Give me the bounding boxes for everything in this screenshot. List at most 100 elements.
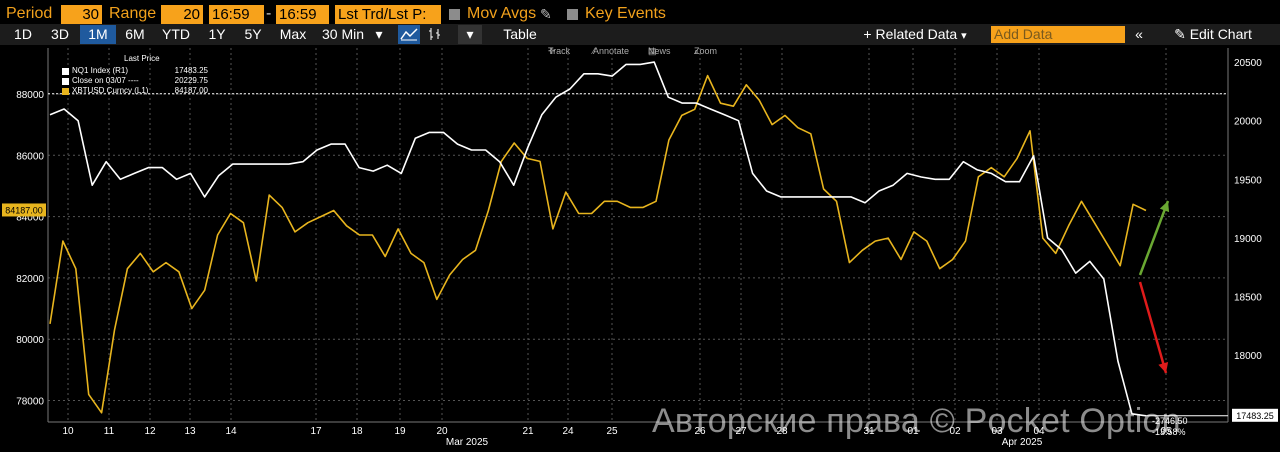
left-last-price-box bbox=[2, 203, 46, 217]
left-axis-tick-label: 82000 bbox=[16, 274, 44, 285]
axis-labels: 78000 80000 82000 84000 86000 88000 18000 18500… bbox=[16, 58, 1262, 448]
period-input[interactable]: 30 bbox=[61, 5, 102, 24]
table-button[interactable]: Table bbox=[503, 26, 537, 42]
time-end-input[interactable]: 16:59 bbox=[276, 5, 329, 24]
mov-avgs-checkbox[interactable] bbox=[449, 9, 460, 20]
left-last-price-label: 84187.00 bbox=[5, 205, 43, 215]
annotate-icon: ⁄ bbox=[593, 46, 595, 56]
legend-swatch bbox=[62, 68, 69, 75]
grid-lines bbox=[47, 48, 1229, 423]
x-axis-tick-label: 05 bbox=[1160, 426, 1172, 437]
legend-swatch bbox=[62, 88, 69, 95]
legend-value: 84187.00 bbox=[174, 86, 208, 95]
legend-name: NQ1 Index (R1) bbox=[72, 66, 129, 75]
legend-value: 17483.25 bbox=[174, 66, 208, 75]
interval-dropdown[interactable]: 30 Min bbox=[318, 25, 378, 44]
up-arrow-shaft bbox=[1138, 200, 1170, 276]
right-axis-tick-label: 18500 bbox=[1234, 293, 1262, 304]
time-separator: - bbox=[266, 5, 272, 22]
key-events-checkbox[interactable] bbox=[567, 9, 578, 20]
left-axis-tick-label: 86000 bbox=[16, 151, 44, 162]
legend-name: XBTUSD Curncy (L1) bbox=[72, 86, 149, 95]
x-axis-tick-label: 02 bbox=[949, 426, 961, 437]
x-axis-tick-label: 24 bbox=[562, 426, 574, 437]
x-axis-tick-label: 20 bbox=[436, 426, 448, 437]
range-button-ytd[interactable]: YTD bbox=[162, 26, 190, 42]
chevron-down-icon[interactable]: ▾ bbox=[375, 26, 383, 42]
chart-annotations: 84187.00 17483.25 -2746.50-13.58% bbox=[2, 200, 1278, 437]
x-axis-tick-label: 28 bbox=[776, 426, 788, 437]
range-button-1m[interactable]: 1M bbox=[80, 25, 116, 44]
range-button-max[interactable]: Max bbox=[279, 26, 307, 42]
x-axis-tick-label: 19 bbox=[394, 426, 406, 437]
period-label: Period bbox=[6, 5, 53, 22]
x-axis-tick-label: 25 bbox=[606, 426, 618, 437]
range-button-3d[interactable]: 3D bbox=[51, 26, 69, 42]
x-axis-tick-label: 27 bbox=[735, 426, 747, 437]
edit-chart-button[interactable]: ✎ Edit Chart bbox=[1153, 25, 1273, 44]
range-button-6m[interactable]: 6M bbox=[125, 26, 145, 42]
tool-news-label: News bbox=[648, 46, 671, 56]
top-toolbar: Period 30 Range 20 16:59 - 16:59 Lst Trd… bbox=[0, 0, 1280, 28]
news-icon: ▤ bbox=[648, 46, 657, 56]
range-button-5y[interactable]: 5Y bbox=[244, 26, 262, 42]
nq1-line bbox=[49, 61, 1147, 417]
interval-label: 30 Min bbox=[322, 26, 365, 42]
up-arrow-head bbox=[1159, 201, 1170, 213]
watermark: Авторские права © Pocket Option bbox=[652, 402, 1181, 440]
legend: Last Price NQ1 Index (R1) 17483.25 Close… bbox=[58, 52, 208, 98]
range-button-1y[interactable]: 1Y bbox=[208, 26, 226, 42]
chart-type-dropdown-icon[interactable]: ▾ bbox=[458, 25, 482, 44]
line-chart-icon[interactable] bbox=[398, 25, 420, 44]
zoom-icon: ⌕ bbox=[694, 46, 700, 56]
time-start-input[interactable]: 16:59 bbox=[209, 5, 264, 24]
chart-tools: ✛ Track ⁄ Annotate ▤ News ⌕ Zoom bbox=[546, 46, 776, 60]
right-axis-tick-label: 20000 bbox=[1234, 117, 1262, 128]
x-axis-tick-label: 03 bbox=[991, 426, 1003, 437]
right-last-price-label: 17483.25 bbox=[1236, 411, 1274, 421]
edit-chart-label: Edit Chart bbox=[1189, 26, 1252, 42]
left-axis-tick-label: 84000 bbox=[16, 213, 44, 224]
chevron-down-icon: ▾ bbox=[961, 30, 967, 42]
range-input[interactable]: 20 bbox=[161, 5, 203, 24]
tool-zoom-label: Zoom bbox=[694, 46, 718, 56]
x-axis-tick-label: 04 bbox=[1033, 426, 1045, 437]
x-axis-tick-label: 18 bbox=[351, 426, 363, 437]
right-axis-tick-label: 20500 bbox=[1234, 58, 1262, 69]
related-data-button[interactable]: + Related Data ▾ bbox=[852, 25, 978, 44]
bar-chart-icon[interactable] bbox=[424, 25, 446, 44]
legend-value: 20229.75 bbox=[174, 76, 208, 85]
pencil-icon[interactable]: ✎ bbox=[540, 6, 552, 22]
right-axis-tick-label: 19000 bbox=[1234, 234, 1262, 245]
x-axis-tick-label: 14 bbox=[225, 426, 237, 437]
x-axis-tick-label: 01 bbox=[907, 426, 919, 437]
range-label: Range bbox=[109, 5, 157, 22]
legend-header: Last Price bbox=[124, 54, 160, 63]
add-data-input[interactable]: Add Data bbox=[991, 26, 1125, 43]
x-axis-tick-label: 13 bbox=[184, 426, 196, 437]
mode-dropdown[interactable]: Lst Trd/Lst P: bbox=[335, 5, 441, 24]
key-events-label[interactable]: Key Events bbox=[585, 5, 666, 22]
legend-swatch bbox=[62, 78, 69, 85]
down-arrow-shaft bbox=[1138, 281, 1168, 374]
range-toolbar: 1D 3D 1M 6M YTD 1Y 5Y Max 30 Min ▾ ▾ Tab… bbox=[0, 24, 1280, 45]
range-button-1d[interactable]: 1D bbox=[14, 26, 32, 42]
x-axis-month-label: Mar 2025 bbox=[446, 437, 489, 448]
x-axis-tick-label: 11 bbox=[104, 426, 115, 437]
x-axis-tick-label: 31 bbox=[863, 426, 875, 437]
change-points-label: -2746.50 bbox=[1152, 416, 1188, 426]
down-arrow-head bbox=[1158, 362, 1169, 373]
x-axis-tick-label: 21 bbox=[522, 426, 534, 437]
right-last-price-box bbox=[1232, 408, 1278, 422]
pencil-icon: ✎ bbox=[1174, 26, 1186, 42]
left-axis-tick-label: 78000 bbox=[16, 397, 44, 408]
legend-name: Close on 03/07 ---- bbox=[72, 76, 139, 85]
x-axis-tick-label: 26 bbox=[694, 426, 706, 437]
legend-row-nq1: NQ1 Index (R1) 17483.25 bbox=[58, 66, 208, 76]
mov-avgs-label[interactable]: Mov Avgs bbox=[467, 5, 537, 22]
collapse-icon[interactable]: « bbox=[1135, 26, 1143, 42]
right-axis-tick-label: 19500 bbox=[1234, 175, 1262, 186]
change-pct-label: -13.58% bbox=[1152, 427, 1186, 437]
left-axis-tick-label: 80000 bbox=[16, 335, 44, 346]
